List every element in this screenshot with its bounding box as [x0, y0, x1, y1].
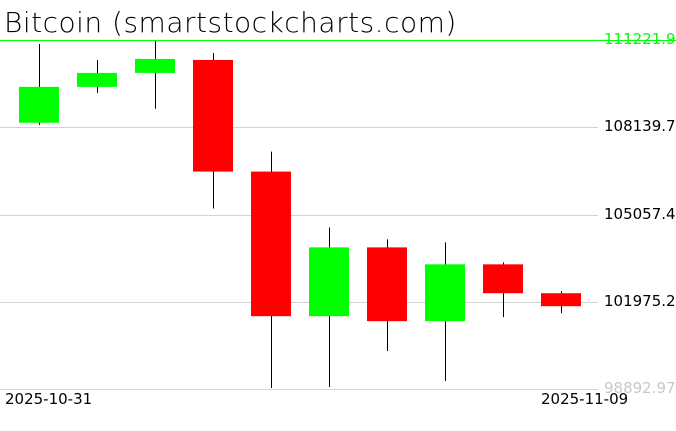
candle-body-up — [135, 58, 175, 73]
candle-body-down — [483, 264, 523, 294]
candle-body-down — [367, 247, 407, 322]
candle-body-down — [251, 171, 291, 317]
y-tick-label: 111221.9 — [604, 30, 676, 48]
y-tick-label: 108139.7 — [604, 117, 676, 135]
chart-title: Bitcoin (smartstockcharts.com) — [4, 6, 457, 39]
candle-body-up — [425, 264, 465, 322]
y-tick-label: 98892.97 — [604, 379, 676, 397]
candle-body-up — [77, 72, 117, 87]
candle-body-up — [19, 86, 59, 123]
y-tick-label: 101975.2 — [604, 292, 676, 310]
x-tick-label-start: 2025-10-31 — [5, 390, 93, 408]
candle-body-down — [541, 293, 581, 307]
x-tick-label-end: 2025-11-09 — [541, 390, 629, 408]
candle-body-up — [309, 247, 349, 317]
candle-body-down — [193, 59, 233, 172]
y-tick-label: 105057.4 — [604, 205, 676, 223]
